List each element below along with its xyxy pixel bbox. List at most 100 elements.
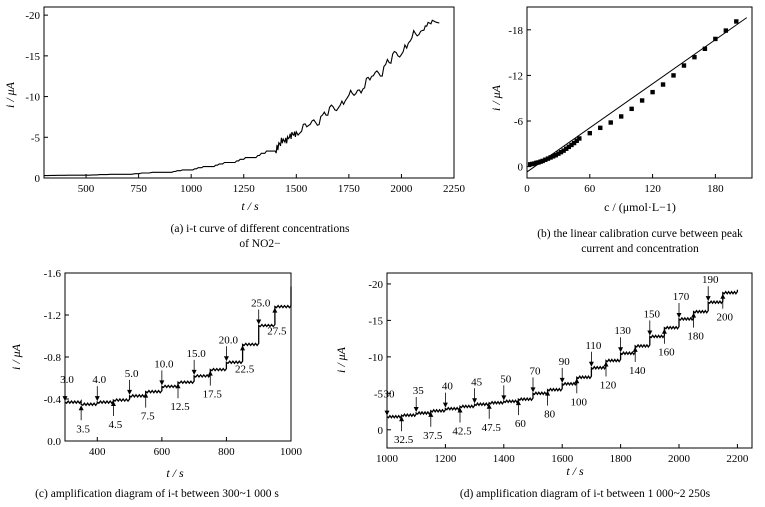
panel-d-xlabel: t / s [566, 464, 584, 478]
x-tick-label: 800 [218, 446, 235, 458]
panel-c-caption: (c) amplification diagram of i-t between… [2, 487, 312, 502]
annotation-label-above: 35 [413, 385, 425, 397]
annotation-label-below: 4.5 [109, 419, 123, 431]
annotation-label-above: 5.0 [125, 368, 139, 380]
annotation-arrowhead [501, 395, 507, 401]
x-tick-label: 1000 [376, 453, 399, 465]
panel-a-caption-line2: of NO2− [239, 238, 281, 250]
annotation-arrowhead [559, 377, 565, 383]
y-tick-label: -6 [514, 116, 524, 128]
panel-a-caption: (a) i-t curve of different concentration… [140, 222, 380, 252]
x-tick-label: 750 [130, 183, 147, 195]
data-point [587, 130, 592, 136]
y-tick-label: -1.6 [44, 268, 62, 280]
annotation-label-above: 50 [500, 373, 512, 385]
panel-a-xlabel: t / s [241, 199, 259, 213]
panel-a-curve [44, 19, 440, 177]
annotation-arrowhead [530, 387, 536, 393]
annotation-label-below: 140 [629, 365, 646, 377]
data-point [548, 155, 553, 160]
data-point [660, 82, 666, 87]
x-tick-label: 1200 [434, 453, 457, 465]
x-tick-label: 1000 [180, 183, 203, 195]
annotation-label-below: 120 [600, 380, 617, 392]
panel-d-frame [386, 272, 753, 449]
panel-a-ylabel: i / μA [3, 81, 17, 108]
y-tick-label: -5 [374, 388, 384, 400]
y-tick-label: -15 [25, 51, 40, 63]
y-tick-label: 0 [518, 162, 524, 174]
annotation-label-below: 100 [571, 396, 588, 408]
data-point [692, 54, 697, 60]
data-point [702, 46, 708, 51]
panel-a-frame [43, 6, 455, 179]
annotation-arrowhead [256, 319, 262, 325]
data-point [598, 125, 603, 131]
annotation-arrowhead [705, 296, 711, 302]
x-tick-label: 400 [89, 446, 106, 458]
panel-b-ylabel: i / μA [489, 84, 503, 111]
annotation-label-below: 60 [515, 418, 527, 430]
panel-c-ylabel: i / μA [9, 343, 23, 370]
annotation-label-above: 45 [471, 376, 483, 388]
y-tick-label: -1.2 [44, 310, 61, 322]
annotation-label-above: 110 [585, 340, 602, 352]
x-tick-label: 2000 [668, 453, 691, 465]
panel-c-caption-line1: (c) amplification diagram of i-t between… [35, 488, 279, 500]
data-point [550, 154, 556, 159]
panel-c-annotations: 3.0 3.5 4.0 4.5 5.0 7.5 10.0 12.5 15.0 17.5 20.0 22… [60, 298, 287, 436]
annotation-label-below: 180 [687, 331, 704, 343]
annotation-label-above: 90 [559, 356, 571, 368]
annotation-label-above: 170 [673, 291, 690, 303]
data-point [713, 36, 718, 42]
x-tick-label: 1000 [280, 446, 303, 458]
annotation-label-below: 37.5 [423, 430, 443, 442]
x-tick-label: 2200 [726, 453, 749, 465]
x-tick-label: 180 [707, 183, 724, 195]
annotation-label-above: 3.0 [60, 374, 74, 386]
annotation-arrowhead [223, 356, 229, 362]
annotation-label-below: 32.5 [394, 434, 414, 446]
y-tick-label: 0.0 [47, 436, 61, 448]
annotation-arrowhead [632, 346, 638, 352]
annotation-label-below: 22.5 [235, 363, 255, 375]
panel-b-fit-line [526, 17, 748, 173]
x-tick-label: 1500 [285, 183, 308, 195]
data-point [681, 63, 687, 68]
annotation-label-below: 17.5 [203, 389, 223, 401]
annotation-arrowhead [94, 396, 100, 402]
x-tick-label: 1800 [610, 453, 633, 465]
panel-c-curve [64, 286, 292, 407]
data-point [553, 153, 558, 158]
annotation-arrowhead [691, 312, 697, 318]
y-tick-label: -20 [368, 279, 383, 291]
annotation-arrowhead [545, 390, 551, 396]
data-point [574, 138, 579, 143]
data-point [566, 144, 572, 150]
x-tick-label: 600 [154, 446, 171, 458]
annotation-label-below: 160 [658, 347, 675, 359]
data-point [571, 140, 577, 146]
annotation-label-below: 47.5 [482, 422, 502, 434]
annotation-arrowhead [588, 361, 594, 367]
annotation-label-below: 27.5 [267, 326, 287, 338]
panel-c-ticks: 400 600 800 1000 0.0 -0.4 -0.8 -1.2 -1.6 [44, 268, 303, 458]
panel-b-ticks: 0 60 120 180 0 -6 -12 -18 [508, 25, 724, 195]
annotation-label-above: 15.0 [187, 348, 207, 360]
data-point [639, 98, 645, 103]
x-tick-label: 1600 [551, 453, 574, 465]
x-tick-label: 120 [644, 183, 661, 195]
panel-d-caption: (d) amplification diagram of i-t between… [430, 487, 740, 502]
panel-a-ticks: 500 750 1000 1250 1500 1750 2000 2250 0 -5 -10 -15 -… [25, 10, 465, 195]
data-point [540, 158, 545, 164]
panel-a-caption-line1: (a) i-t curve of different concentration… [170, 223, 350, 235]
annotation-arrowhead [442, 402, 448, 408]
annotation-label-above: 10.0 [154, 358, 174, 370]
annotation-label-below: 12.5 [170, 401, 190, 413]
annotation-arrowhead [720, 293, 726, 299]
annotation-label-above: 4.0 [92, 374, 106, 386]
y-tick-label: -5 [31, 132, 41, 144]
data-point [556, 151, 561, 156]
panel-d-caption-line1: (d) amplification diagram of i-t between… [459, 488, 711, 500]
